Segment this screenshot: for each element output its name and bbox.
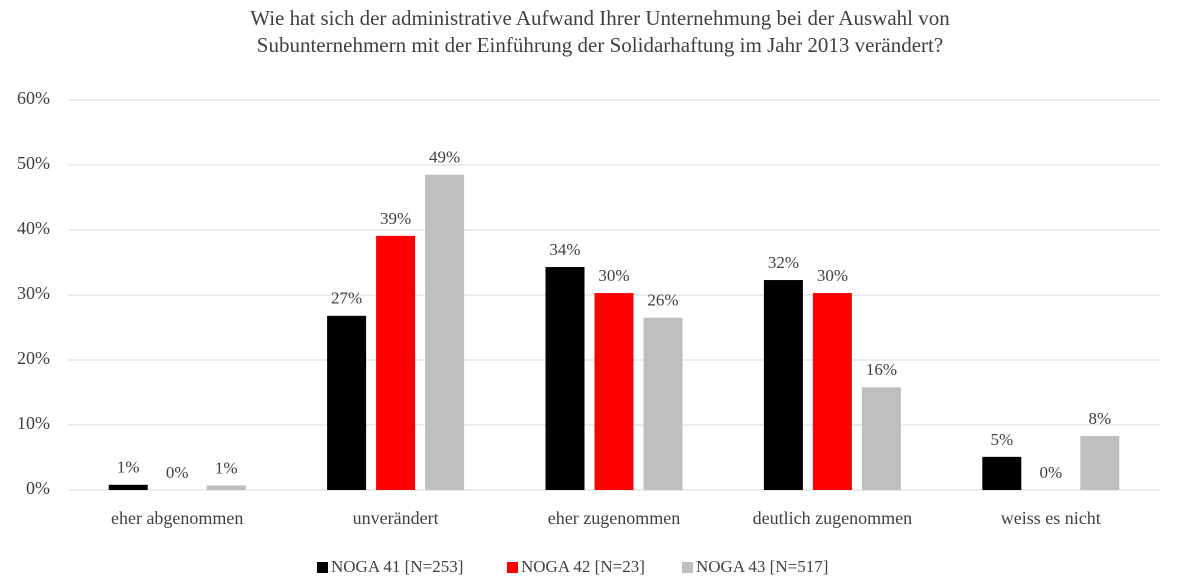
bar: [861, 387, 901, 490]
bar: [545, 267, 585, 490]
y-tick-label: 30%: [17, 283, 50, 303]
bar: [812, 293, 852, 490]
data-label: 30%: [817, 266, 848, 285]
x-tick-label: eher abgenommen: [111, 508, 243, 528]
bar: [425, 174, 465, 490]
data-label: 32%: [768, 253, 799, 272]
data-label: 5%: [990, 430, 1013, 449]
y-tick-label: 10%: [17, 413, 50, 433]
bar: [643, 317, 683, 490]
data-label: 0%: [1039, 463, 1062, 482]
bar: [763, 280, 803, 490]
bar: [376, 235, 416, 490]
x-tick-label: unverändert: [353, 508, 439, 528]
legend-label: NOGA 42 [N=23]: [521, 557, 645, 576]
x-tick-label: deutlich zugenommen: [753, 508, 912, 528]
data-label: 26%: [647, 291, 678, 310]
data-label: 39%: [380, 209, 411, 228]
x-tick-label: weiss es nicht: [1001, 508, 1101, 528]
x-tick-label: eher zugenommen: [548, 508, 680, 528]
bar: [108, 484, 148, 490]
bar: [982, 456, 1022, 490]
bar: [1080, 436, 1120, 490]
y-tick-label: 60%: [17, 88, 50, 108]
bar: [206, 485, 246, 490]
data-label: 0%: [166, 463, 189, 482]
legend-swatch: [507, 562, 518, 573]
data-label: 27%: [331, 289, 362, 308]
y-tick-label: 50%: [17, 153, 50, 173]
data-label: 1%: [117, 458, 140, 477]
legend-swatch: [682, 562, 693, 573]
y-tick-label: 20%: [17, 348, 50, 368]
bar: [327, 315, 367, 490]
legend-label: NOGA 41 [N=253]: [331, 557, 463, 576]
y-tick-label: 0%: [26, 478, 50, 498]
data-label: 49%: [429, 148, 460, 167]
y-tick-label: 40%: [17, 218, 50, 238]
legend-swatch: [317, 562, 328, 573]
chart-title: Subunternehmern mit der Einführung der S…: [257, 33, 943, 57]
data-label: 34%: [549, 240, 580, 259]
legend-label: NOGA 43 [N=517]: [696, 557, 828, 576]
data-label: 16%: [866, 360, 897, 379]
data-label: 1%: [215, 458, 238, 477]
bar: [594, 293, 634, 490]
data-label: 8%: [1088, 409, 1111, 428]
chart-title: Wie hat sich der administrative Aufwand …: [250, 6, 950, 30]
data-label: 30%: [598, 266, 629, 285]
